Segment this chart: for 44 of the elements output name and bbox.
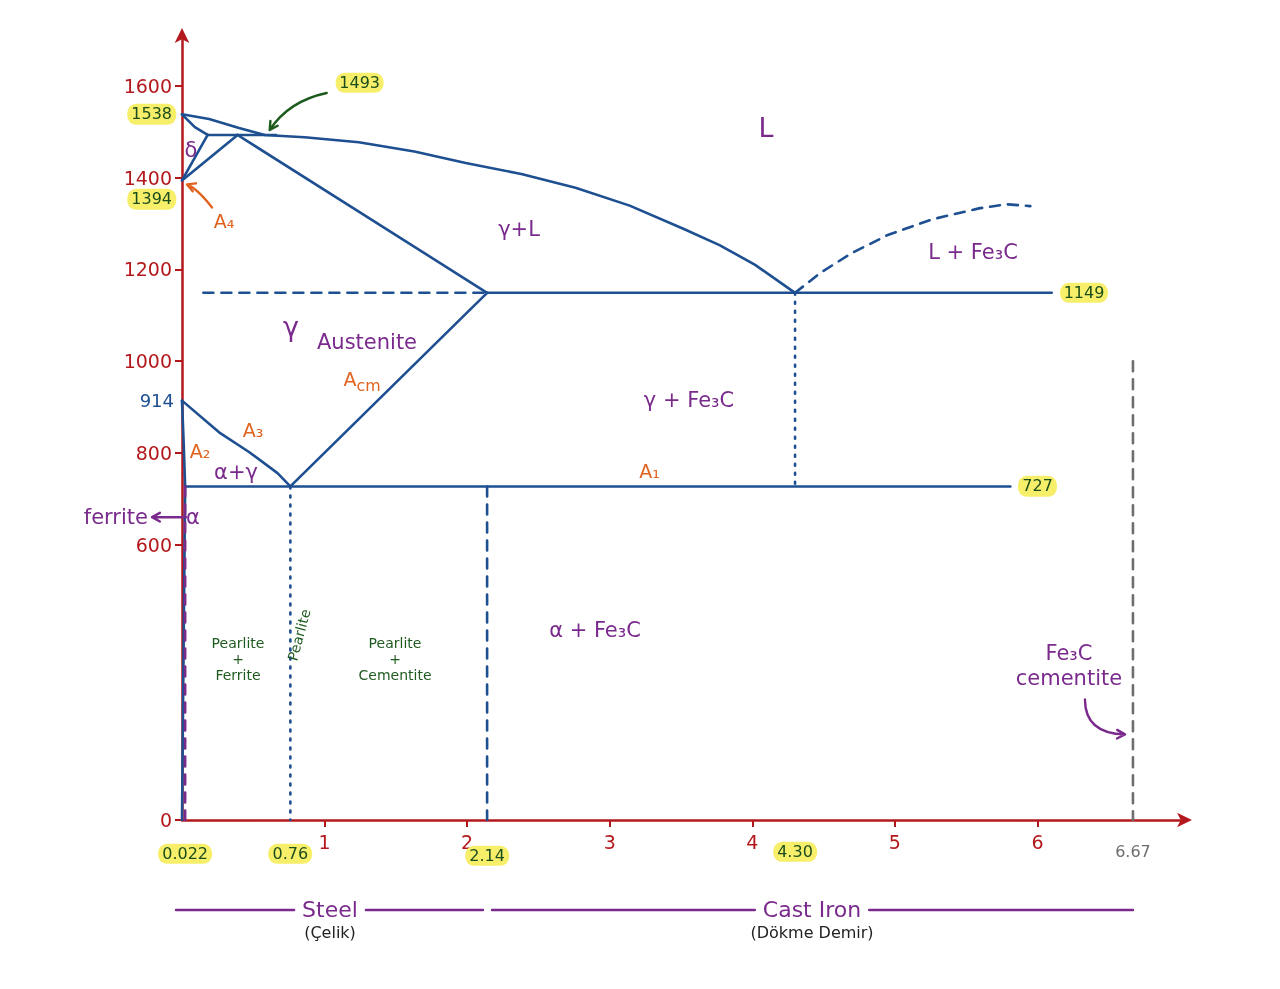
annotation: 914 — [139, 389, 174, 411]
annotation: α — [186, 504, 200, 530]
annotation: A₄ — [213, 210, 235, 234]
annotation: Austenite — [316, 329, 418, 355]
annotation: 1538 — [127, 104, 176, 125]
annotation: 1493 — [335, 72, 385, 94]
text: 4.30 — [773, 841, 817, 863]
y-tick-label: 800 — [135, 441, 172, 464]
annotation: 727 — [1018, 476, 1057, 497]
y-tick-label: 600 — [135, 533, 172, 556]
annotation: L + Fe₃C — [928, 239, 1018, 265]
annotation: 0.76 — [268, 843, 313, 865]
x-tick-label: 6 — [1031, 830, 1044, 853]
y-tick-label: 0 — [159, 809, 172, 831]
annotation: 1394 — [127, 189, 176, 210]
y-tick-label: 1400 — [123, 166, 172, 189]
x-tick-label: 4 — [746, 830, 759, 853]
annotation: A₂ — [189, 440, 211, 463]
annotation: α + Fe₃C — [549, 617, 641, 643]
annotation: ferrite — [83, 505, 148, 530]
annotation: Pearlite + Ferrite — [211, 634, 265, 684]
annotation: L — [758, 112, 774, 144]
x-tick-label: 3 — [603, 830, 616, 853]
text: Cast Iron (Dökme Demir) — [750, 897, 874, 943]
annotation: Fe₃C cementite — [1015, 641, 1123, 690]
x-tick-label: 5 — [888, 830, 901, 853]
y-tick-label: 1200 — [123, 258, 172, 281]
annotation: Pearlite + Cementite — [358, 634, 432, 684]
annotation: 0.022 — [158, 843, 213, 865]
annotation: A$_{cm}$ — [343, 368, 381, 395]
annotation: Pearlite — [284, 607, 314, 663]
annotation: A₁ — [639, 460, 660, 484]
annotation: 6.67 — [1115, 841, 1151, 862]
annotation: γ+L — [498, 216, 540, 242]
y-tick-label: 1000 — [123, 350, 172, 373]
text: Steel (Çelik) — [302, 897, 358, 943]
annotation: γ + Fe₃C — [643, 387, 735, 413]
x-tick-label: 1 — [318, 830, 331, 853]
annotation: A₃ — [242, 419, 264, 442]
annotation: 1149 — [1059, 282, 1109, 303]
annotation: δ — [184, 137, 198, 163]
annotation: α+γ — [214, 459, 258, 485]
annotation: γ — [283, 311, 299, 343]
y-tick-label: 1600 — [123, 74, 172, 97]
